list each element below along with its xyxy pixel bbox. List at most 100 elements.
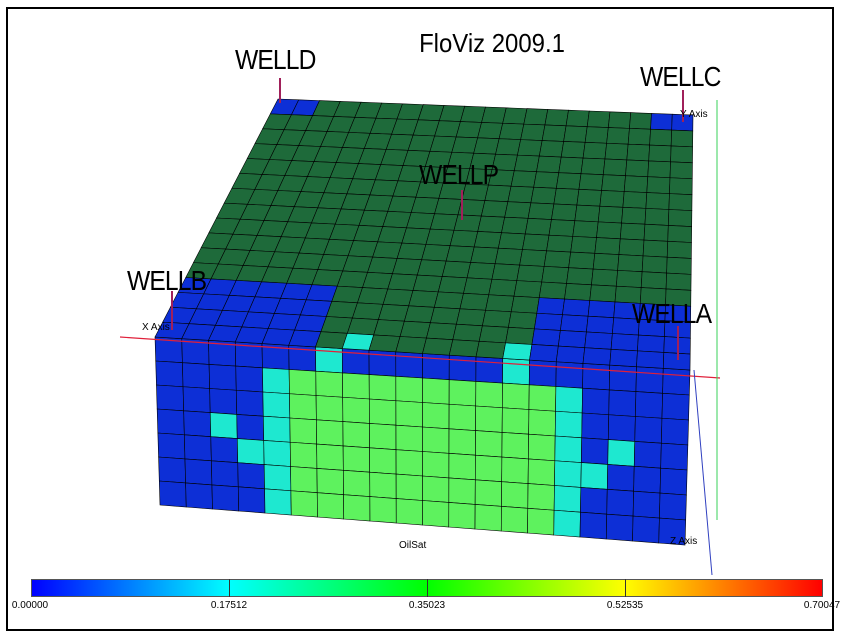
side-cell [184, 434, 212, 462]
side-cell [474, 454, 503, 483]
top-cell [609, 348, 638, 368]
top-cell [527, 202, 555, 220]
top-cell [607, 111, 632, 129]
top-cell [429, 306, 461, 325]
colorbar-tick-label: 0.70047 [803, 600, 841, 611]
colorbar-tick [427, 579, 428, 597]
top-cell [517, 139, 543, 157]
top-cell [558, 156, 584, 174]
side-cell [236, 414, 265, 441]
top-cell [416, 259, 447, 277]
side-cell [555, 361, 584, 389]
side-cell [475, 381, 503, 409]
side-cell [395, 473, 423, 501]
top-cell [596, 221, 622, 240]
side-cell [448, 477, 476, 505]
side-cell [635, 391, 663, 419]
top-cell [463, 277, 493, 296]
top-cell [646, 176, 671, 194]
side-cell [659, 467, 688, 496]
top-cell [648, 144, 672, 163]
top-cell [566, 267, 594, 286]
top-cell [626, 143, 650, 162]
side-cell [209, 412, 238, 439]
side-cell [660, 442, 689, 471]
top-cell [642, 239, 669, 258]
top-cell [666, 240, 692, 259]
side-cell [579, 511, 608, 540]
colorbar-tick [625, 579, 626, 597]
side-cell [155, 360, 184, 388]
top-cell [564, 283, 592, 301]
side-cell [581, 412, 610, 440]
colorbar [31, 579, 823, 597]
side-cell [580, 437, 609, 465]
z-axis-label: Z Axis [670, 536, 698, 547]
top-cell [570, 236, 597, 254]
top-cell [649, 128, 672, 147]
side-cell [263, 440, 291, 467]
top-cell [530, 186, 557, 205]
top-cell [392, 258, 423, 276]
top-cell [331, 285, 363, 304]
side-cell [343, 494, 371, 522]
side-cell [422, 475, 450, 503]
side-cell [236, 438, 265, 465]
top-cell [576, 189, 602, 207]
top-cell [555, 172, 582, 190]
top-cell [478, 325, 509, 344]
top-cell [524, 218, 552, 236]
top-cell [644, 208, 670, 226]
top-cell [434, 198, 463, 216]
x-axis-line [119, 336, 721, 379]
top-cell [315, 331, 348, 349]
side-cell [661, 392, 690, 421]
top-cell [578, 173, 604, 191]
top-cell [619, 222, 646, 241]
top-cell [670, 129, 694, 148]
side-cell [606, 464, 635, 492]
top-cell [586, 110, 611, 128]
top-cell [422, 337, 454, 356]
y-axis-label: Y Axis [680, 109, 708, 120]
top-cell [502, 107, 528, 125]
top-cell [477, 122, 504, 140]
top-cell [641, 255, 668, 274]
side-cell [527, 483, 555, 511]
top-cell [668, 209, 693, 227]
well-label-wellc: WELLC [640, 61, 721, 92]
top-cell [629, 112, 652, 130]
top-cell [382, 211, 412, 229]
side-cell [528, 384, 557, 412]
side-cell [580, 462, 609, 490]
top-cell [456, 308, 486, 327]
side-cell [288, 369, 317, 396]
side-cell [634, 416, 663, 444]
top-cell [662, 352, 691, 371]
top-cell [459, 292, 490, 311]
side-cell [606, 488, 634, 517]
side-cell [502, 382, 530, 410]
top-cell [574, 204, 601, 223]
top-cell [536, 297, 565, 316]
top-cell [362, 272, 393, 290]
top-cell [460, 105, 486, 123]
side-cell [635, 366, 664, 394]
side-cell [395, 449, 423, 477]
top-cell [572, 220, 599, 238]
side-cell [157, 432, 186, 460]
side-cell [658, 517, 687, 546]
top-cell [636, 350, 665, 369]
top-cell [377, 226, 407, 244]
side-cell [289, 417, 317, 445]
side-cell [422, 500, 450, 528]
top-cell [522, 233, 550, 252]
side-cell [632, 490, 661, 519]
side-cell [554, 435, 583, 463]
top-cell [495, 138, 521, 156]
top-cell [615, 270, 643, 288]
side-cell [448, 403, 477, 431]
top-cell [421, 244, 451, 262]
side-cell [211, 484, 240, 512]
